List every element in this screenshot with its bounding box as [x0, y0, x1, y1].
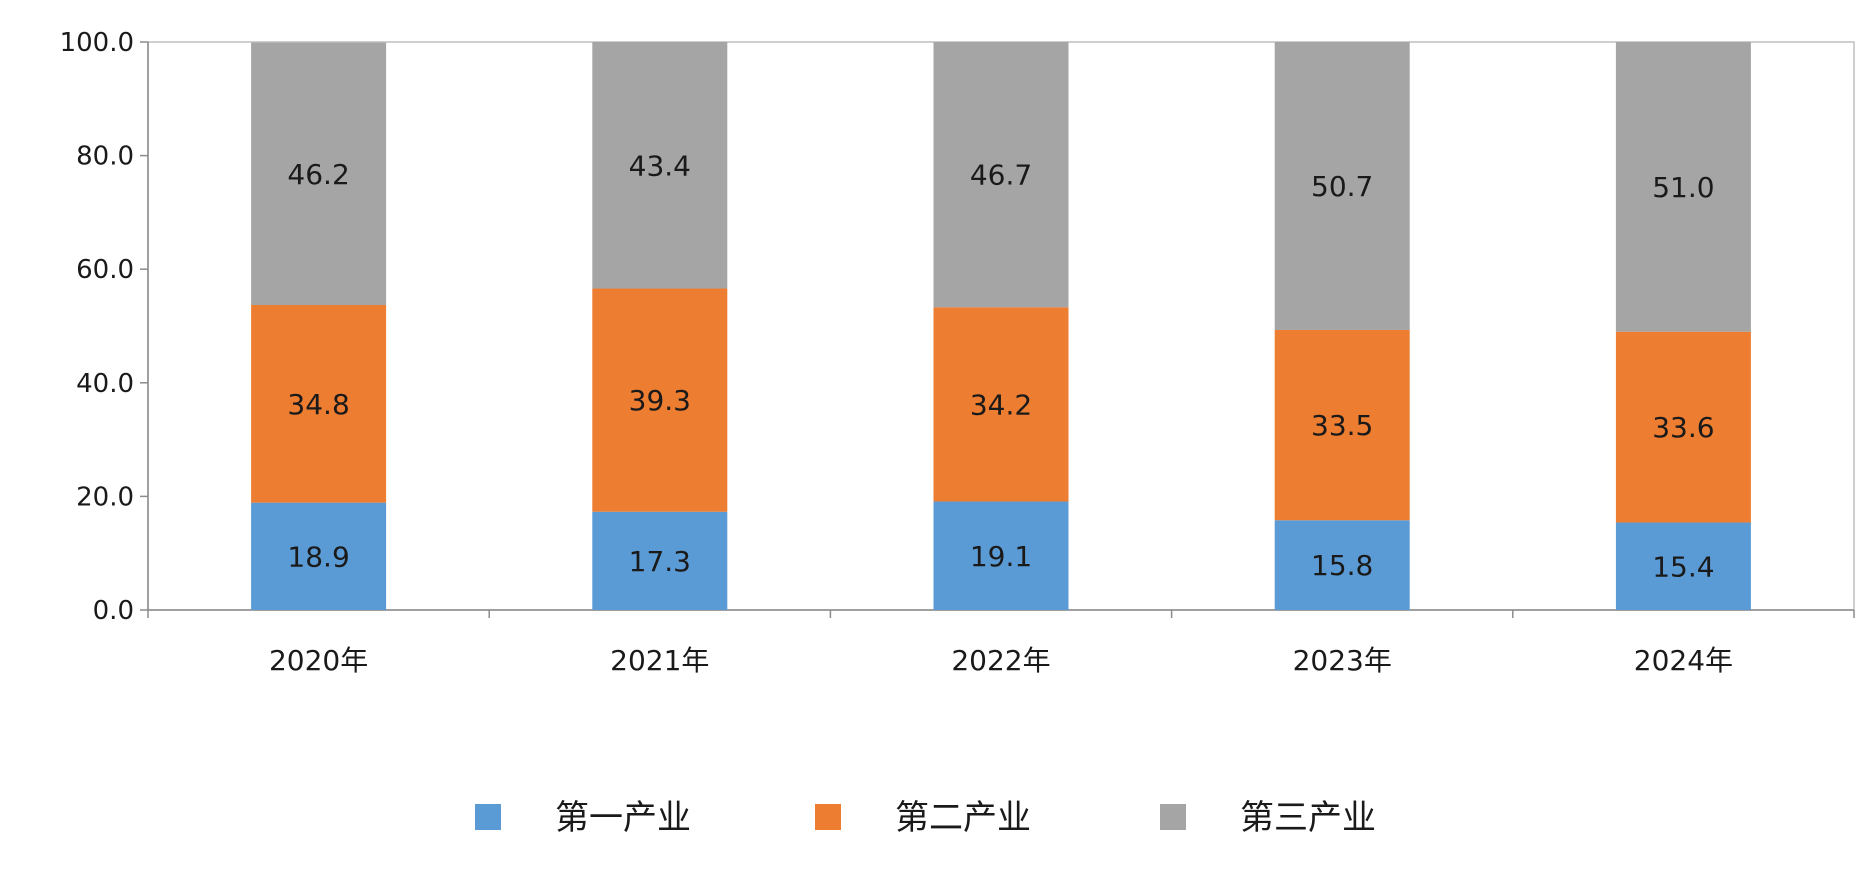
x-axis: 2020年 2021年 2022年 2023年 2024年	[147, 609, 1855, 677]
bar-segment	[592, 42, 728, 289]
data-label: 39.3	[629, 384, 691, 417]
y-tick-label: 80.0	[76, 142, 134, 172]
legend-swatch	[815, 804, 841, 830]
data-label: 34.8	[287, 388, 349, 421]
bar-segment	[592, 511, 728, 610]
data-label: 51.0	[1652, 171, 1714, 204]
bar-segment	[1274, 329, 1410, 521]
bar-segment	[1615, 522, 1751, 610]
data-label: 19.1	[970, 540, 1032, 573]
data-label: 15.4	[1652, 550, 1714, 583]
legend-label: 第二产业	[895, 798, 1031, 838]
legend-swatch	[475, 804, 501, 830]
bar-segment	[592, 288, 728, 512]
x-tick-label: 2024年	[1634, 644, 1733, 677]
data-label: 18.9	[287, 540, 349, 573]
bar-segment	[1615, 42, 1751, 332]
legend-label: 第一产业	[555, 798, 691, 838]
y-tick-label: 60.0	[76, 255, 134, 285]
y-tick-label: 0.0	[93, 596, 134, 626]
y-tick-label: 40.0	[76, 369, 134, 399]
bar-segment	[251, 42, 387, 305]
legend-label: 第三产业	[1240, 798, 1376, 838]
data-label: 33.6	[1652, 411, 1714, 444]
bar-segment	[1274, 520, 1410, 610]
bar-segment	[1274, 42, 1410, 330]
data-label: 46.2	[287, 158, 349, 191]
legend-swatch	[1160, 804, 1186, 830]
x-tick-label: 2023年	[1293, 644, 1392, 677]
data-label: 43.4	[629, 149, 691, 182]
data-label: 17.3	[629, 545, 691, 578]
bars: 18.9 34.8 46.2 17.3 39.3 43.4 19.1 34.2 46.7 15.8…	[251, 42, 1751, 610]
bar-segment	[933, 501, 1069, 610]
data-label: 34.2	[970, 388, 1032, 421]
bar-segment	[251, 304, 387, 503]
y-tick-label: 20.0	[76, 482, 134, 512]
data-label: 50.7	[1311, 170, 1373, 203]
data-label: 15.8	[1311, 549, 1373, 582]
legend: 第一产业 第二产业 第三产业	[475, 798, 1376, 838]
data-label: 46.7	[970, 159, 1032, 192]
bar-segment	[933, 42, 1069, 308]
bar-segment	[933, 307, 1069, 502]
x-tick-label: 2021年	[610, 644, 709, 677]
x-tick-label: 2020年	[269, 644, 368, 677]
y-tick-label: 100.0	[60, 28, 134, 58]
x-tick-label: 2022年	[951, 644, 1050, 677]
bar-segment	[1615, 331, 1751, 523]
bar-segment	[251, 502, 387, 610]
data-label: 33.5	[1311, 409, 1373, 442]
y-axis: 0.0 20.0 40.0 60.0 80.0 100.0	[60, 28, 149, 626]
